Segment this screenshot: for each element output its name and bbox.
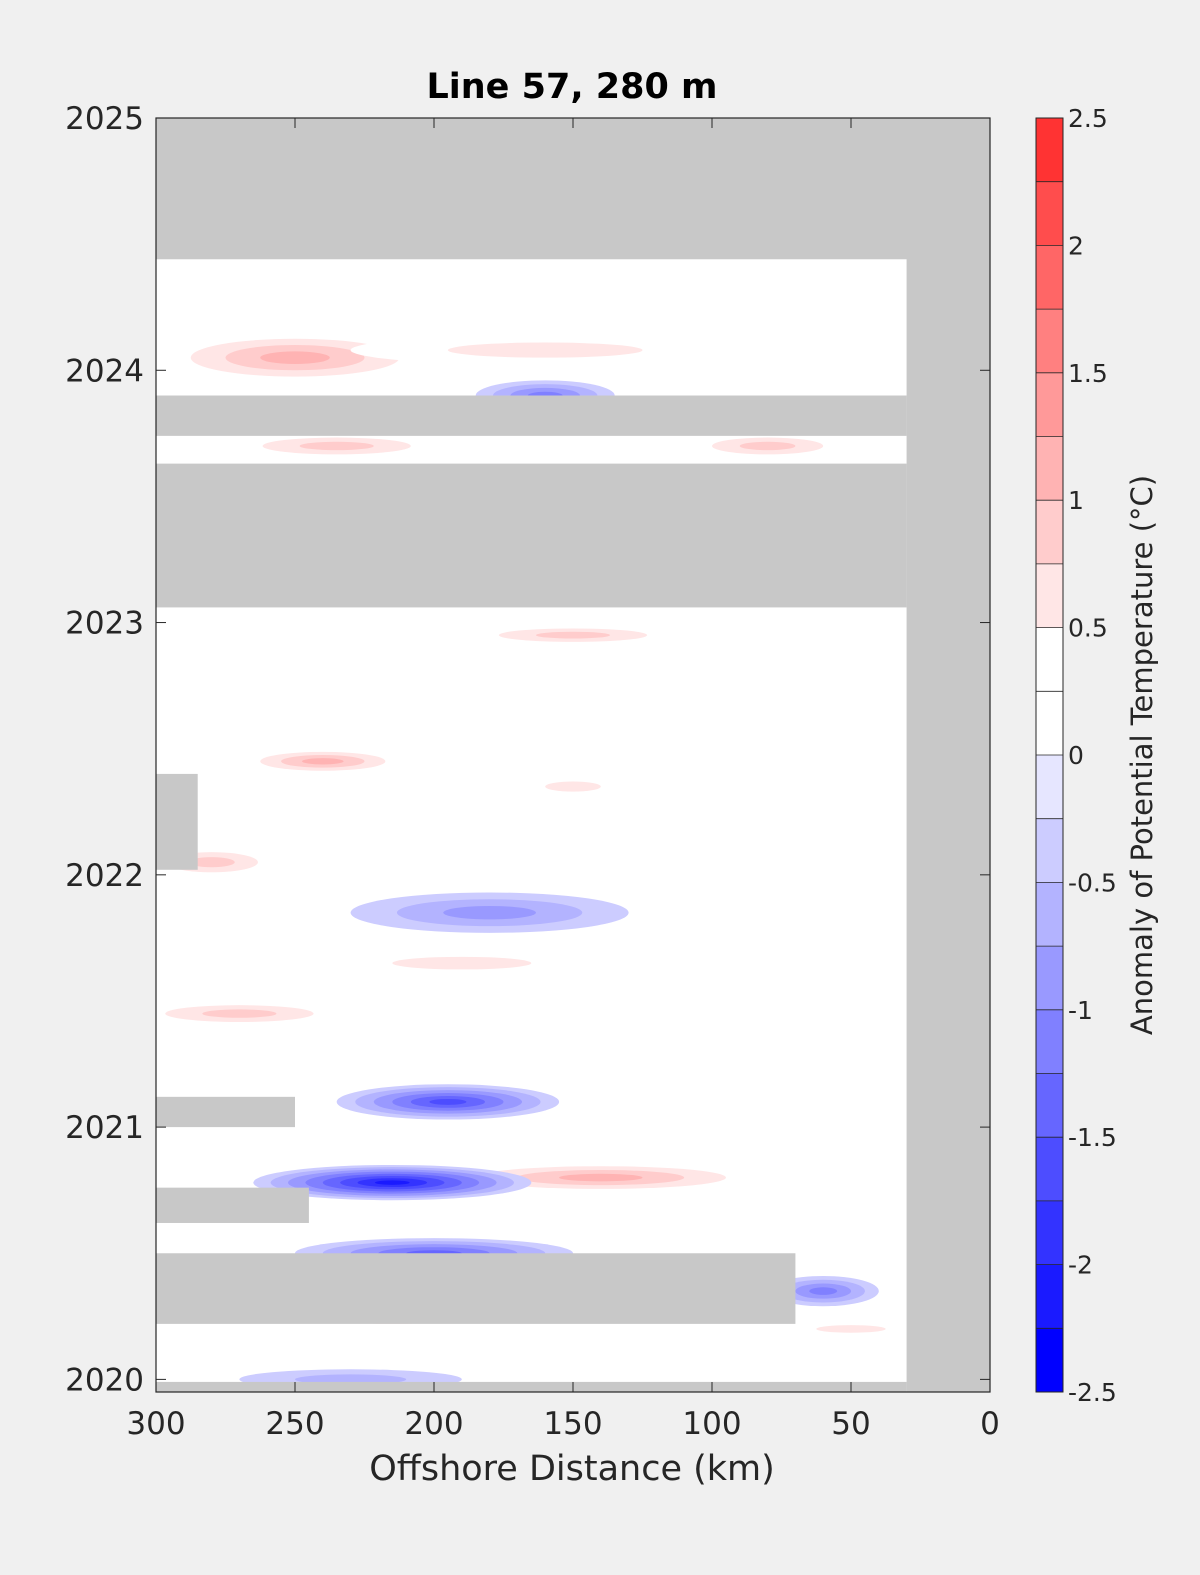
anomaly-patch bbox=[253, 1164, 532, 1201]
anomaly-patch bbox=[781, 1321, 921, 1337]
x-tick-label: 150 bbox=[543, 1406, 602, 1442]
colorbar-swatch bbox=[1036, 1328, 1063, 1392]
colorbar-tick-label: 1.5 bbox=[1068, 359, 1108, 388]
anomaly-patch bbox=[239, 748, 407, 774]
missing-region bbox=[156, 1096, 295, 1128]
colorbar-label: Anomaly of Potential Temperature (°C) bbox=[1125, 475, 1159, 1035]
colorbar-swatch bbox=[1036, 1073, 1063, 1138]
x-axis-label: Offshore Distance (km) bbox=[369, 1449, 775, 1489]
y-tick-label: 2023 bbox=[65, 606, 144, 642]
missing-region bbox=[156, 463, 907, 608]
colorbar-swatch bbox=[1036, 691, 1063, 755]
colorbar-swatch bbox=[1036, 946, 1063, 1010]
chart-title: Line 57, 280 m bbox=[426, 67, 717, 107]
colorbar-tick-label: -0.5 bbox=[1068, 868, 1117, 897]
plot-area bbox=[155, 117, 991, 1393]
contour-level bbox=[535, 631, 611, 639]
contour-level bbox=[299, 441, 374, 451]
contour-level bbox=[443, 905, 536, 920]
colorbar-swatch bbox=[1036, 245, 1063, 310]
missing-data-mask bbox=[156, 118, 990, 1392]
anomaly-patch bbox=[336, 1084, 560, 1120]
colorbar-swatch bbox=[1036, 563, 1063, 628]
contour-level bbox=[429, 1098, 467, 1105]
colorbar-swatches bbox=[1036, 118, 1063, 1393]
contour-level bbox=[301, 758, 344, 765]
contour-level bbox=[739, 441, 796, 451]
anomaly-patch bbox=[322, 950, 601, 976]
colorbar-tick-label: 0 bbox=[1068, 741, 1084, 770]
missing-region bbox=[156, 773, 198, 870]
anomaly-patch bbox=[684, 433, 851, 459]
contour-level bbox=[202, 1009, 277, 1018]
anomaly-patch bbox=[517, 776, 629, 797]
x-tick-label: 300 bbox=[126, 1406, 185, 1442]
colorbar-swatch bbox=[1036, 1009, 1063, 1074]
x-tick-label: 250 bbox=[265, 1406, 324, 1442]
colorbar-swatch bbox=[1036, 436, 1063, 501]
colorbar-swatch bbox=[1036, 818, 1063, 883]
contour-level bbox=[816, 1325, 886, 1333]
x-tick-label: 100 bbox=[682, 1406, 741, 1442]
missing-region bbox=[156, 1187, 309, 1223]
contour-level bbox=[559, 1173, 643, 1182]
contour-level bbox=[545, 781, 601, 792]
colorbar-swatch bbox=[1036, 372, 1063, 437]
missing-region bbox=[156, 395, 907, 436]
axis-ticks bbox=[155, 117, 991, 1392]
missing-region bbox=[156, 1381, 907, 1392]
colorbar: 2.5 2 1.5 1 0.5 0 -0.5 -1 -1.5 -2 -2.5 Anomaly of … bbox=[1035, 104, 1159, 1407]
colorbar-tick-label: -1.5 bbox=[1068, 1123, 1117, 1152]
colorbar-frame bbox=[1035, 117, 1064, 1393]
colorbar-tick-label: 0.5 bbox=[1068, 614, 1108, 643]
colorbar-tick-label: -2.5 bbox=[1068, 1378, 1117, 1407]
colorbar-ticks: 2.5 2 1.5 1 0.5 0 -0.5 -1 -1.5 -2 -2.5 bbox=[1068, 104, 1117, 1407]
colorbar-swatch bbox=[1036, 627, 1063, 692]
colorbar-swatch bbox=[1036, 118, 1063, 182]
x-tick-label: 50 bbox=[831, 1406, 870, 1442]
x-tick-label: 0 bbox=[980, 1406, 1000, 1442]
missing-region bbox=[906, 118, 990, 1392]
x-axis: 300 250 200 150 100 50 0 bbox=[126, 1406, 999, 1442]
contour-level bbox=[260, 351, 330, 364]
y-tick-label: 2022 bbox=[65, 858, 144, 894]
colorbar-swatch bbox=[1036, 181, 1063, 246]
y-axis: 2020 2021 2022 2023 2024 2025 bbox=[65, 101, 144, 1398]
contour-level bbox=[809, 1287, 838, 1295]
contour-level bbox=[188, 857, 235, 868]
colorbar-swatch bbox=[1036, 1137, 1063, 1201]
contour-level bbox=[374, 1180, 410, 1185]
y-tick-label: 2025 bbox=[65, 101, 144, 137]
y-tick-label: 2021 bbox=[65, 1110, 144, 1146]
colorbar-swatch bbox=[1036, 1264, 1063, 1329]
anomaly-patch bbox=[350, 334, 740, 366]
anomaly-patch bbox=[156, 1000, 351, 1027]
contour-level bbox=[447, 342, 643, 358]
colorbar-swatch bbox=[1036, 500, 1063, 564]
missing-region bbox=[156, 118, 990, 260]
colorbar-tick-label: -2 bbox=[1068, 1251, 1093, 1280]
x-tick-label: 200 bbox=[404, 1406, 463, 1442]
colorbar-swatch bbox=[1036, 309, 1063, 373]
anomaly-patch bbox=[225, 433, 448, 459]
contour-level bbox=[392, 956, 532, 970]
colorbar-swatch bbox=[1036, 1200, 1063, 1265]
anomaly-patch bbox=[461, 625, 685, 646]
colorbar-swatch bbox=[1036, 882, 1063, 947]
colorbar-tick-label: 1 bbox=[1068, 486, 1084, 515]
colorbar-tick-label: 2 bbox=[1068, 231, 1084, 260]
missing-region bbox=[156, 1253, 796, 1324]
colorbar-swatch bbox=[1036, 755, 1063, 819]
anomaly-patch bbox=[350, 892, 629, 933]
y-tick-label: 2024 bbox=[65, 353, 144, 389]
colorbar-tick-label: -1 bbox=[1068, 996, 1093, 1025]
y-tick-label: 2020 bbox=[65, 1362, 144, 1398]
colorbar-tick-label: 2.5 bbox=[1068, 104, 1108, 133]
